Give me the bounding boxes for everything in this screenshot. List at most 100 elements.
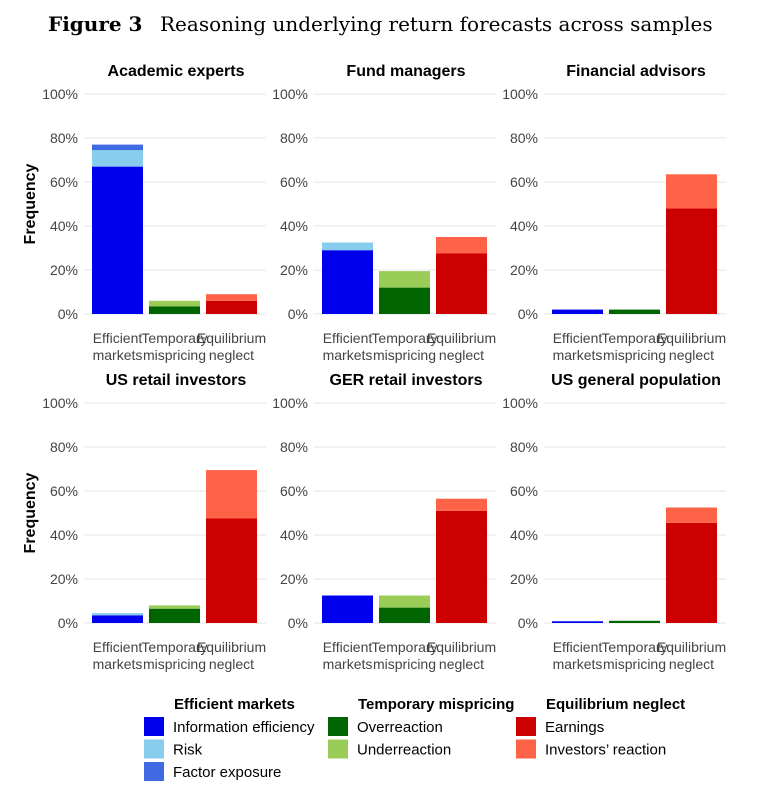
- x-tick-label: markets: [553, 656, 603, 672]
- legend-label: Factor exposure: [173, 764, 281, 781]
- y-tick-label: 40%: [50, 218, 78, 234]
- legend-swatch: [328, 717, 348, 736]
- legend-label: Investors’ reaction: [545, 742, 666, 759]
- y-axis-label: Frequency: [22, 472, 39, 553]
- legend-label: Information efficiency: [173, 719, 315, 736]
- x-tick-label: mispricing: [143, 656, 206, 672]
- x-tick-label: markets: [323, 656, 373, 672]
- bar-segment-overreaction: [609, 620, 660, 623]
- y-tick-label: 60%: [510, 174, 538, 190]
- panel-title: GER retail investors: [330, 372, 483, 389]
- x-tick-label: Temporary: [141, 330, 207, 346]
- bar-segment-earnings: [436, 510, 487, 623]
- bar-segment-information-efficiency: [552, 309, 603, 314]
- legend-swatch: [144, 739, 164, 759]
- y-tick-label: 60%: [510, 483, 538, 499]
- legend-swatch: [516, 717, 536, 736]
- bar-segment-overreaction: [609, 309, 660, 314]
- y-tick-label: 0%: [58, 306, 78, 322]
- legend-title: Efficient markets: [174, 696, 295, 713]
- legend-label: Overreaction: [357, 719, 443, 736]
- y-tick-label: 20%: [280, 262, 308, 278]
- bar-segment-information-efficiency: [322, 595, 373, 623]
- panel-title: US retail investors: [106, 372, 247, 389]
- bar-segment-risk: [92, 613, 143, 616]
- x-tick-label: mispricing: [603, 347, 666, 363]
- legend-swatch: [328, 739, 348, 759]
- x-tick-label: Efficient: [93, 330, 143, 346]
- y-tick-label: 60%: [50, 174, 78, 190]
- legend-group-efficient-markets: Efficient markets Information efficiency R…: [144, 696, 315, 781]
- y-tick-label: 80%: [510, 130, 538, 146]
- y-tick-label: 60%: [50, 483, 78, 499]
- x-tick-label: neglect: [209, 656, 254, 672]
- legend-title: Equilibrium neglect: [546, 696, 685, 713]
- x-tick-label: markets: [93, 656, 143, 672]
- legend-label: Risk: [173, 742, 203, 759]
- x-tick-label: neglect: [669, 347, 714, 363]
- y-tick-label: 20%: [510, 262, 538, 278]
- legend-label: Earnings: [545, 719, 604, 736]
- y-tick-label: 20%: [50, 571, 78, 587]
- y-tick-label: 60%: [280, 174, 308, 190]
- panel-financial-advisors: Financial advisors 0% 20% 40% 60% 80% 100% Effi…: [502, 63, 726, 363]
- x-tick-label: Equilibrium: [657, 330, 726, 346]
- bar-segment-overreaction: [379, 607, 430, 623]
- x-tick-label: Efficient: [553, 639, 603, 655]
- panel-title: US general population: [551, 372, 721, 389]
- x-tick-label: mispricing: [143, 347, 206, 363]
- bar-segment-investors-reaction: [206, 294, 257, 301]
- bar-segment-underreaction: [379, 595, 430, 608]
- x-tick-label: markets: [323, 347, 373, 363]
- bar-segment-investors-reaction: [666, 507, 717, 523]
- panel-title: Academic experts: [108, 63, 245, 80]
- x-tick-label: Equilibrium: [197, 330, 266, 346]
- bar-segment-investors-reaction: [666, 174, 717, 209]
- x-tick-label: neglect: [669, 656, 714, 672]
- y-tick-label: 0%: [288, 306, 308, 322]
- bar-segment-overreaction: [379, 287, 430, 314]
- x-tick-label: neglect: [209, 347, 254, 363]
- figure-label: Figure 3: [48, 12, 142, 36]
- panel-title: Financial advisors: [566, 63, 706, 80]
- bar-segment-earnings: [666, 522, 717, 623]
- bar-segment-risk: [92, 150, 143, 167]
- x-tick-label: mispricing: [373, 656, 436, 672]
- y-tick-label: 80%: [50, 130, 78, 146]
- bar-segment-information-efficiency: [92, 166, 143, 314]
- panel-title: Fund managers: [346, 63, 465, 80]
- panel-us-retail-investors: US retail investors 0% 20% 40% 60% 80% 100% Fre…: [22, 372, 266, 672]
- y-tick-label: 100%: [502, 395, 538, 411]
- y-tick-label: 40%: [50, 527, 78, 543]
- panel-academic-experts: Academic experts 0% 20% 40% 60% 80% 100% Freque…: [22, 63, 266, 363]
- x-tick-label: Efficient: [93, 639, 143, 655]
- x-tick-label: Efficient: [553, 330, 603, 346]
- x-tick-label: Temporary: [371, 639, 437, 655]
- legend-title: Temporary mispricing: [358, 696, 514, 713]
- bar-segment-risk: [322, 242, 373, 251]
- y-tick-label: 0%: [518, 615, 538, 631]
- x-tick-label: Efficient: [323, 639, 373, 655]
- y-tick-label: 80%: [280, 130, 308, 146]
- x-tick-label: Efficient: [323, 330, 373, 346]
- bar-segment-investors-reaction: [206, 470, 257, 519]
- figure-title: Reasoning underlying return forecasts ac…: [160, 12, 713, 36]
- bar-segment-factor-exposure: [92, 144, 143, 151]
- y-tick-label: 40%: [510, 527, 538, 543]
- y-tick-label: 100%: [272, 395, 308, 411]
- bar-segment-earnings: [206, 300, 257, 314]
- x-tick-label: Temporary: [141, 639, 207, 655]
- y-tick-label: 0%: [288, 615, 308, 631]
- y-tick-label: 100%: [42, 86, 78, 102]
- panel-fund-managers: Fund managers 0% 20% 40% 60% 80% 100% Efficient…: [272, 63, 496, 363]
- y-tick-label: 60%: [280, 483, 308, 499]
- y-tick-label: 40%: [280, 527, 308, 543]
- x-tick-label: Temporary: [601, 330, 667, 346]
- legend-label: Underreaction: [357, 742, 451, 759]
- bar-segment-investors-reaction: [436, 498, 487, 511]
- y-tick-label: 100%: [272, 86, 308, 102]
- legend-swatch: [144, 762, 164, 781]
- y-tick-label: 0%: [518, 306, 538, 322]
- bar-segment-information-efficiency: [322, 250, 373, 314]
